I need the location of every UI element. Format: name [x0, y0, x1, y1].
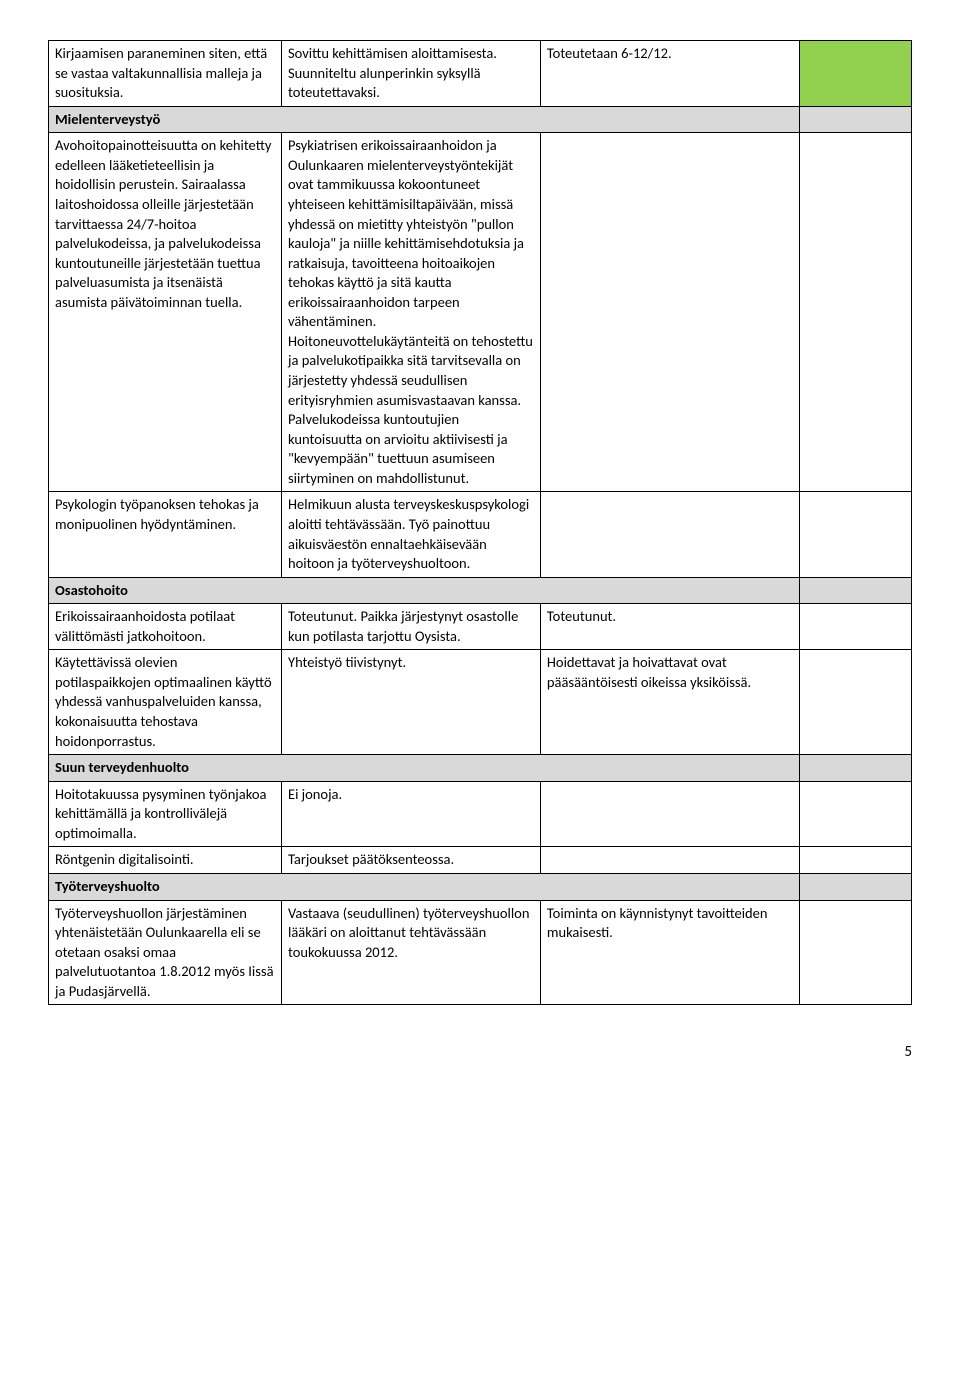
section-header-row: Osastohoito — [49, 577, 912, 604]
table-row: Käytettävissä olevien potilaspaikkojen o… — [49, 650, 912, 755]
cell-c1: Erikoissairaanhoidosta potilaat välittöm… — [49, 604, 282, 650]
cell-c2: Psykiatrisen erikoissairaanhoidon ja Oul… — [282, 133, 541, 492]
status-cell — [799, 133, 911, 492]
section-label: Työterveyshuolto — [49, 873, 800, 900]
status-cell — [799, 650, 911, 755]
cell-c2: Ei jonoja. — [282, 781, 541, 847]
status-cell — [799, 604, 911, 650]
table-row: Avohoitopainotteisuutta on kehitetty ede… — [49, 133, 912, 492]
section-header-row: Suun terveydenhuolto — [49, 755, 912, 782]
cell-c2: Sovittu kehittämisen aloittamisesta. Suu… — [282, 41, 541, 107]
cell-c3: Toteutetaan 6-12/12. — [540, 41, 799, 107]
cell-c3 — [540, 492, 799, 577]
cell-c3 — [540, 847, 799, 874]
section-status-cell — [799, 755, 911, 782]
cell-c1: Psykologin työpanoksen tehokas ja monipu… — [49, 492, 282, 577]
table-row: Kirjaamisen paraneminen siten, että se v… — [49, 41, 912, 107]
cell-c1: Röntgenin digitalisointi. — [49, 847, 282, 874]
section-header-row: Mielenterveystyö — [49, 106, 912, 133]
report-table: Kirjaamisen paraneminen siten, että se v… — [48, 40, 912, 1005]
cell-c2: Toteutunut. Paikka järjestynyt osastolle… — [282, 604, 541, 650]
status-cell — [799, 41, 911, 107]
section-header-row: Työterveyshuolto — [49, 873, 912, 900]
page-number: 5 — [0, 1025, 960, 1081]
cell-c2: Helmikuun alusta terveyskeskuspsykologi … — [282, 492, 541, 577]
cell-c1: Työterveyshuollon järjestäminen yhtenäis… — [49, 900, 282, 1005]
status-cell — [799, 781, 911, 847]
cell-c1: Käytettävissä olevien potilaspaikkojen o… — [49, 650, 282, 755]
status-cell — [799, 492, 911, 577]
cell-c1: Hoitotakuussa pysyminen työnjakoa kehitt… — [49, 781, 282, 847]
table-row: Erikoissairaanhoidosta potilaat välittöm… — [49, 604, 912, 650]
section-label: Mielenterveystyö — [49, 106, 800, 133]
cell-c2: Vastaava (seudullinen) työterveyshuollon… — [282, 900, 541, 1005]
section-label: Osastohoito — [49, 577, 800, 604]
table-row: Röntgenin digitalisointi.Tarjoukset päät… — [49, 847, 912, 874]
table-row: Työterveyshuollon järjestäminen yhtenäis… — [49, 900, 912, 1005]
cell-c2: Tarjoukset päätöksenteossa. — [282, 847, 541, 874]
section-status-cell — [799, 577, 911, 604]
cell-c3: Toiminta on käynnistynyt tavoitteiden mu… — [540, 900, 799, 1005]
cell-c1: Kirjaamisen paraneminen siten, että se v… — [49, 41, 282, 107]
cell-c3 — [540, 133, 799, 492]
status-cell — [799, 847, 911, 874]
table-row: Psykologin työpanoksen tehokas ja monipu… — [49, 492, 912, 577]
table-row: Hoitotakuussa pysyminen työnjakoa kehitt… — [49, 781, 912, 847]
cell-c3: Hoidettavat ja hoivattavat ovat pääsäänt… — [540, 650, 799, 755]
section-status-cell — [799, 873, 911, 900]
cell-c3 — [540, 781, 799, 847]
section-status-cell — [799, 106, 911, 133]
cell-c2: Yhteistyö tiivistynyt. — [282, 650, 541, 755]
cell-c3: Toteutunut. — [540, 604, 799, 650]
status-cell — [799, 900, 911, 1005]
cell-c1: Avohoitopainotteisuutta on kehitetty ede… — [49, 133, 282, 492]
section-label: Suun terveydenhuolto — [49, 755, 800, 782]
